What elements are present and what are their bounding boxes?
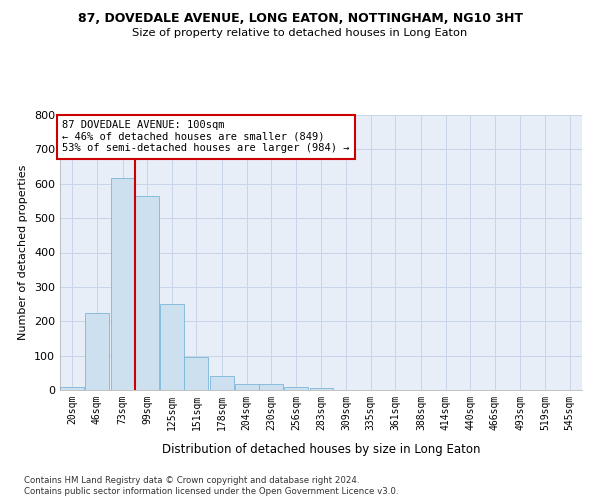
Bar: [110, 178, 134, 390]
Text: Distribution of detached houses by size in Long Eaton: Distribution of detached houses by size …: [162, 442, 480, 456]
Text: Contains HM Land Registry data © Crown copyright and database right 2024.: Contains HM Land Registry data © Crown c…: [24, 476, 359, 485]
Bar: [235, 384, 259, 390]
Bar: [85, 312, 109, 390]
Text: 87, DOVEDALE AVENUE, LONG EATON, NOTTINGHAM, NG10 3HT: 87, DOVEDALE AVENUE, LONG EATON, NOTTING…: [77, 12, 523, 26]
Text: 87 DOVEDALE AVENUE: 100sqm
← 46% of detached houses are smaller (849)
53% of sem: 87 DOVEDALE AVENUE: 100sqm ← 46% of deta…: [62, 120, 349, 154]
Bar: [210, 376, 234, 390]
Bar: [184, 356, 208, 390]
Y-axis label: Number of detached properties: Number of detached properties: [19, 165, 28, 340]
Bar: [135, 196, 159, 390]
Bar: [310, 388, 334, 390]
Bar: [284, 386, 308, 390]
Bar: [160, 304, 184, 390]
Bar: [61, 387, 84, 390]
Bar: [259, 384, 283, 390]
Text: Contains public sector information licensed under the Open Government Licence v3: Contains public sector information licen…: [24, 488, 398, 496]
Text: Size of property relative to detached houses in Long Eaton: Size of property relative to detached ho…: [133, 28, 467, 38]
